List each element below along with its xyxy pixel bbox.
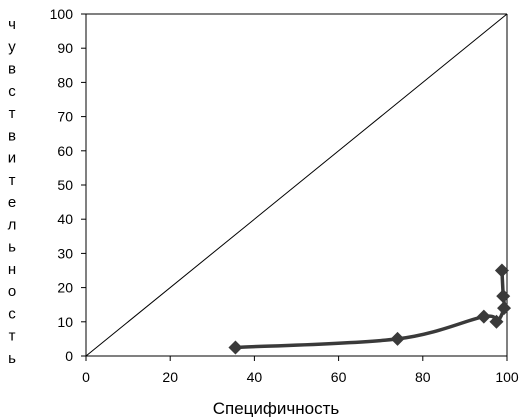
data-point-marker [496, 289, 511, 304]
y-tick-label: 100 [50, 6, 74, 22]
y-tick-label: 50 [57, 177, 73, 193]
data-point-marker [497, 301, 512, 316]
y-tick-label: 10 [57, 314, 73, 330]
y-axis-label-letter: о [8, 283, 16, 300]
x-tick-label: 20 [162, 369, 178, 385]
x-ticks: 0 20 40 60 80 100 [82, 356, 519, 385]
y-tick-label: 80 [57, 74, 73, 90]
x-tick-label: 100 [495, 369, 519, 385]
y-axis-label-letter: и [8, 150, 16, 167]
y-tick-label: 90 [57, 40, 73, 56]
x-tick-label: 0 [82, 369, 90, 385]
y-axis-label-letter: ь [8, 239, 16, 256]
data-point-marker [494, 263, 509, 278]
y-tick-label: 20 [57, 280, 73, 296]
y-axis-label-letter: е [8, 194, 16, 211]
reference-diagonal-line [85, 13, 508, 357]
y-axis-label-letter: т [9, 105, 16, 122]
y-axis-label-letter: т [9, 172, 16, 189]
y-tick-label: 40 [57, 211, 73, 227]
x-axis-label: Специфичность [213, 399, 340, 417]
y-axis-label-letter: у [8, 38, 16, 55]
y-axis-label-letter: с [8, 83, 16, 100]
y-tick-label: 60 [57, 143, 73, 159]
series-line [233, 268, 507, 350]
y-ticks: 0 10 20 30 40 50 60 70 80 90 100 [50, 6, 86, 364]
data-point-marker [228, 340, 243, 355]
data-point-marker [476, 309, 491, 324]
data-point-marker [390, 331, 405, 346]
y-axis-label-letter: т [9, 328, 16, 345]
y-axis-label-letter: л [8, 216, 17, 233]
y-axis-label-letter: с [8, 305, 16, 322]
x-tick-label: 40 [247, 369, 263, 385]
x-tick-label: 60 [331, 369, 347, 385]
y-axis-label-letter: в [8, 61, 16, 78]
y-tick-label: 0 [65, 348, 73, 364]
y-axis-label-letter: н [8, 261, 16, 278]
y-axis-label-letter: ь [8, 350, 16, 367]
y-tick-label: 30 [57, 245, 73, 261]
y-axis-label-letter: в [8, 127, 16, 144]
data-point-marker [489, 314, 504, 329]
y-tick-label: 70 [57, 109, 73, 125]
series-markers [228, 263, 512, 355]
y-axis-label-letter: ч [8, 16, 16, 33]
x-tick-label: 80 [415, 369, 431, 385]
